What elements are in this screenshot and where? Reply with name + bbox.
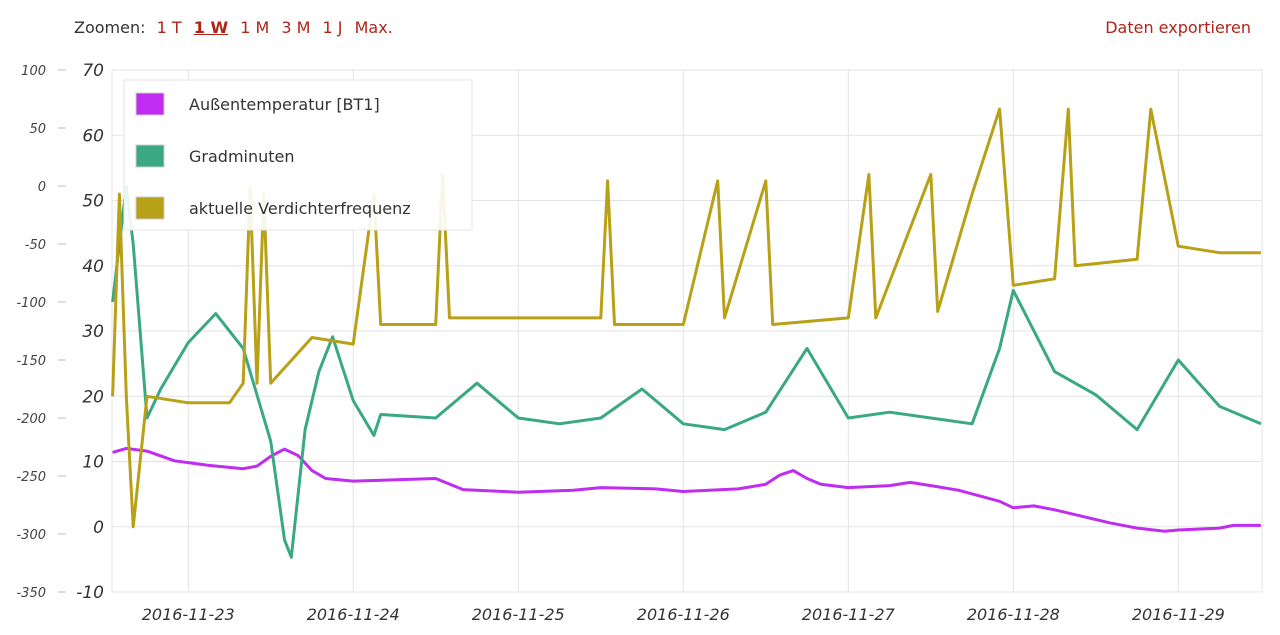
y-right-tick-label: 60	[82, 126, 104, 146]
y-left-tick-label: -50	[25, 238, 46, 253]
y-right-tick-label: 50	[82, 192, 104, 212]
legend-swatch	[135, 92, 165, 116]
x-tick-label: 2016-11-26	[637, 605, 730, 624]
x-axis: 2016-11-23 2016-11-24 2016-11-25 2016-11-26…	[142, 605, 1225, 624]
y-left-tick-label: -350	[16, 586, 46, 601]
x-tick-label: 2016-11-28	[967, 605, 1060, 624]
x-tick-label: 2016-11-27	[802, 605, 896, 624]
y-right-tick-label: 70	[82, 61, 104, 81]
y-right-tick-label: 10	[82, 453, 104, 473]
zoom-toolbar: Zoomen: 1 T 1 W 1 M 3 M 1 J Max.	[74, 18, 400, 37]
series-line-gradminuten	[111, 184, 1262, 559]
y-left-tick-label: 50	[29, 122, 46, 137]
y-right-tick-label: 0	[93, 518, 104, 538]
plot-border	[111, 69, 1263, 593]
legend-box	[123, 79, 473, 231]
x-tick-label: 2016-11-25	[472, 605, 565, 624]
y-right-tick-label: 40	[82, 257, 104, 277]
zoom-1-year[interactable]: 1 J	[322, 18, 343, 37]
x-tick-label: 2016-11-23	[142, 605, 235, 624]
legend-swatch	[135, 144, 165, 168]
y-left-tick-label: -100	[16, 296, 46, 311]
zoom-3-months[interactable]: 3 M	[281, 18, 311, 37]
chart-legend[interactable]: Außentemperatur [BT1] Gradminuten aktuelle…	[123, 79, 473, 231]
zoom-label: Zoomen:	[74, 18, 146, 37]
series-line-aktuelle-verdichterfrequenz	[111, 107, 1261, 529]
y-right-tick-label: 20	[82, 387, 104, 407]
legend-label: Gradminuten	[189, 147, 295, 166]
zoom-1-month[interactable]: 1 M	[240, 18, 270, 37]
x-tick-label: 2016-11-24	[307, 605, 400, 624]
y-right-tick-label: 30	[82, 322, 104, 342]
y-left-tick-label: -250	[16, 470, 46, 485]
export-data-link[interactable]: Daten exportieren	[1105, 18, 1251, 37]
y-left-tick-label: 100	[21, 64, 46, 79]
chart-grid	[111, 69, 1263, 593]
y-left-tick-label: 0	[38, 180, 46, 195]
y-left-tick-label: -300	[16, 528, 46, 543]
chart-series	[111, 107, 1262, 559]
y-right-tick-label: -10	[76, 583, 104, 603]
legend-label: aktuelle Verdichterfrequenz	[189, 199, 411, 218]
y-axis-left: -350 -300 -250 -200 -150 -100 -50 0 50 100	[16, 64, 66, 601]
series-line-au-entemperatur-bt1	[112, 446, 1261, 533]
zoom-1-week[interactable]: 1 W	[193, 18, 229, 37]
y-axis-right: -10 0 10 20 30 40 50 60 70	[76, 61, 104, 603]
legend-label: Außentemperatur [BT1]	[189, 95, 380, 114]
y-left-tick-label: -150	[16, 354, 46, 369]
x-tick-label: 2016-11-29	[1132, 605, 1225, 624]
zoom-1-day[interactable]: 1 T	[156, 18, 182, 37]
zoom-max[interactable]: Max.	[354, 18, 393, 37]
y-left-tick-label: -200	[16, 412, 46, 427]
legend-swatch	[135, 196, 165, 220]
